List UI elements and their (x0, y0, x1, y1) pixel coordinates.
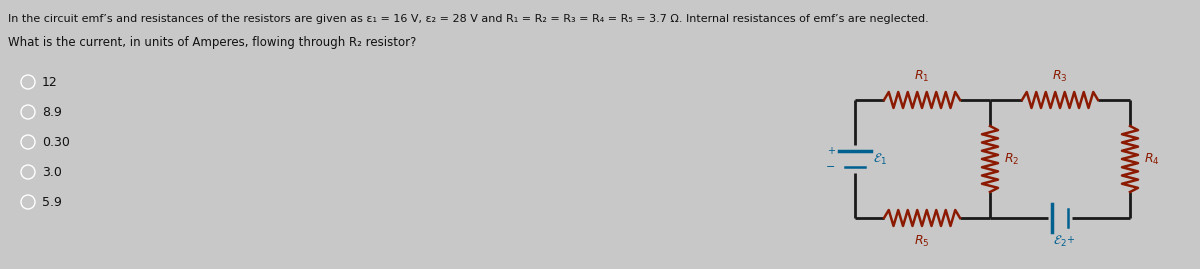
Text: $\mathcal{E}_1$: $\mathcal{E}_1$ (874, 151, 887, 167)
Text: $R_2$: $R_2$ (1004, 151, 1019, 167)
Text: +: + (827, 146, 835, 156)
Text: 0.30: 0.30 (42, 136, 70, 148)
Text: $R_5$: $R_5$ (914, 234, 930, 249)
Text: 8.9: 8.9 (42, 105, 62, 119)
Text: $R_4$: $R_4$ (1144, 151, 1159, 167)
Text: $R_3$: $R_3$ (1052, 69, 1068, 84)
Text: +: + (1066, 235, 1074, 245)
Text: 12: 12 (42, 76, 58, 89)
Text: −: − (826, 162, 835, 172)
Text: What is the current, in units of Amperes, flowing through R₂ resistor?: What is the current, in units of Amperes… (8, 36, 416, 49)
Text: 3.0: 3.0 (42, 165, 62, 179)
Text: $\mathcal{E}_2$: $\mathcal{E}_2$ (1054, 234, 1067, 249)
Text: 5.9: 5.9 (42, 196, 62, 208)
Text: In the circuit emf’s and resistances of the resistors are given as ε₁ = 16 V, ε₂: In the circuit emf’s and resistances of … (8, 14, 929, 24)
Text: $R_1$: $R_1$ (914, 69, 930, 84)
